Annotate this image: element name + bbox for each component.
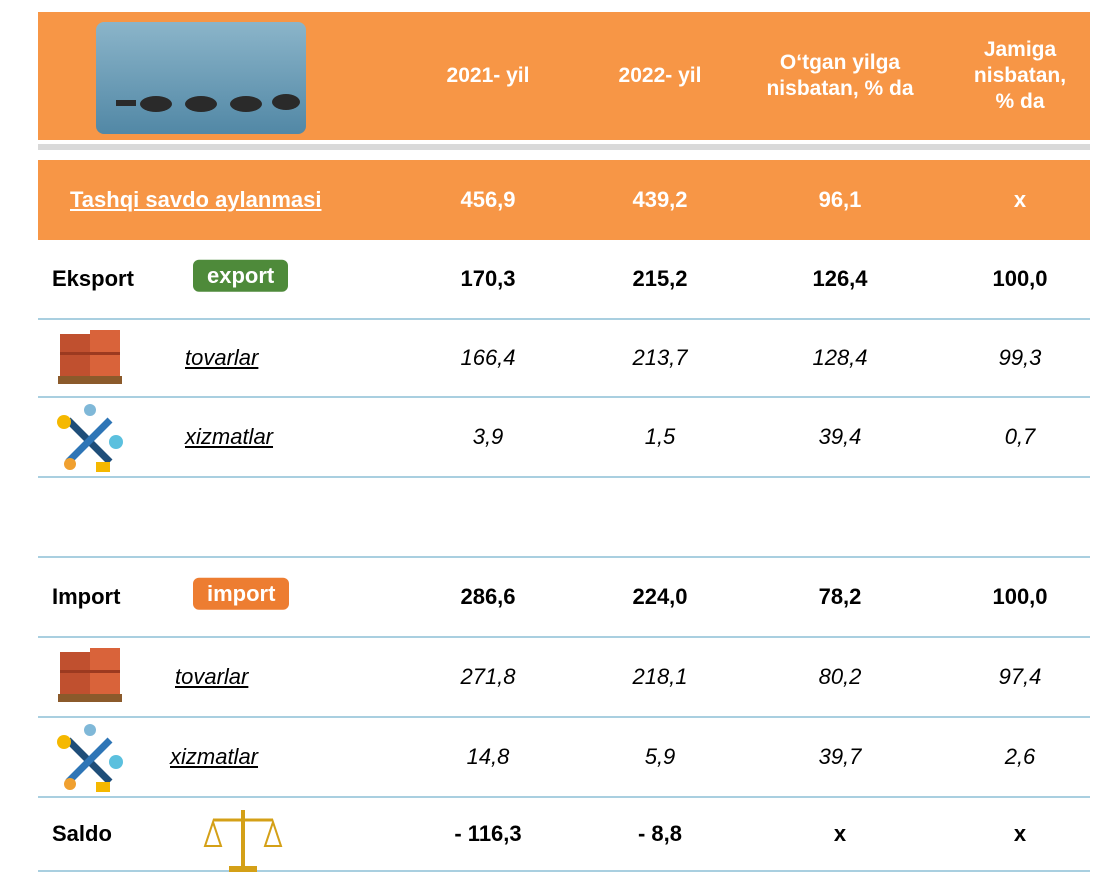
header-line: O‘tgan yilga (779, 51, 901, 74)
column-header: O‘tgan yilga nisbatan, % da (766, 50, 913, 102)
cell: 218,1 (632, 664, 688, 689)
scale-icon (203, 810, 283, 872)
table-row: xizmatlar 3,9 1,5 39,4 0,7 (38, 398, 1090, 478)
cell: 3,9 (472, 424, 504, 449)
cell: 78,2 (818, 584, 862, 609)
cell: 5,9 (644, 744, 676, 769)
header-line: Jamiga (983, 38, 1057, 61)
header-line: nisbatan, (973, 64, 1067, 87)
cell: 456,9 (460, 187, 516, 212)
separator (38, 144, 1090, 150)
cell: 96,1 (818, 187, 862, 212)
row-label: Import (52, 584, 121, 609)
cell: 80,2 (818, 664, 862, 689)
tools-icon (57, 404, 123, 472)
table-row: tovarlar 166,4 213,7 128,4 99,3 (38, 320, 1090, 398)
cell: 99,3 (998, 345, 1042, 370)
cell: x (1013, 187, 1027, 212)
header-line: 2021- yil (446, 64, 530, 87)
cell: 224,0 (632, 584, 688, 609)
cell: 97,4 (998, 664, 1042, 689)
cell: 39,4 (818, 424, 862, 449)
tools-icon (57, 724, 123, 792)
cell: 100,0 (992, 584, 1048, 609)
column-header: Jamiga nisbatan, % da (974, 37, 1066, 115)
badge: import (193, 577, 290, 610)
header-line: % da (995, 90, 1045, 113)
row-label: tovarlar (185, 345, 259, 370)
table-row: xizmatlar 14,8 5,9 39,7 2,6 (38, 718, 1090, 798)
boxes-icon (58, 648, 122, 702)
column-header: 2021- yil (447, 63, 530, 89)
cell: 166,4 (460, 345, 516, 370)
cell: 39,7 (818, 744, 862, 769)
cell: 100,0 (992, 266, 1048, 291)
cell: - 8,8 (637, 821, 683, 846)
header-line: nisbatan, % da (766, 77, 914, 100)
table-row: Import import 286,6 224,0 78,2 100,0 (38, 558, 1090, 638)
cell: 213,7 (632, 345, 688, 370)
cell: x (833, 821, 847, 846)
camel-image (96, 22, 306, 134)
table-row: tovarlar 271,8 218,1 80,2 97,4 (38, 638, 1090, 718)
badge: export (193, 259, 289, 292)
table-row: Saldo - 116,3 - 8,8 x x (38, 798, 1090, 872)
cell: - 116,3 (454, 821, 522, 846)
cell: 0,7 (1004, 424, 1036, 449)
header-band: 2021- yil 2022- yil O‘tgan yilga nisbatan, … (38, 12, 1090, 140)
cell: 439,2 (632, 187, 688, 212)
cell: 1,5 (644, 424, 676, 449)
cell: 215,2 (632, 266, 688, 291)
row-label: xizmatlar (185, 424, 274, 449)
cell: 2,6 (1004, 744, 1036, 769)
table-row: Eksport export 170,3 215,2 126,4 100,0 (38, 240, 1090, 320)
cell: 128,4 (812, 345, 868, 370)
total-row: Tashqi savdo aylanmasi 456,9 439,2 96,1 x (38, 160, 1090, 240)
column-header: 2022- yil (619, 63, 702, 89)
boxes-icon (58, 330, 122, 384)
cell: 170,3 (460, 266, 516, 291)
cell: 14,8 (466, 744, 510, 769)
header-line: 2022- yil (618, 64, 702, 87)
cell: x (1013, 821, 1027, 846)
row-label: tovarlar (175, 664, 249, 689)
row-label: xizmatlar (170, 744, 259, 769)
cell: 286,6 (460, 584, 516, 609)
row-label: Eksport (52, 266, 134, 291)
row-label: Saldo (52, 821, 112, 846)
row-label: Tashqi savdo aylanmasi (70, 187, 322, 212)
cell: 271,8 (460, 664, 516, 689)
cell: 126,4 (812, 266, 868, 291)
table-row (38, 478, 1090, 558)
